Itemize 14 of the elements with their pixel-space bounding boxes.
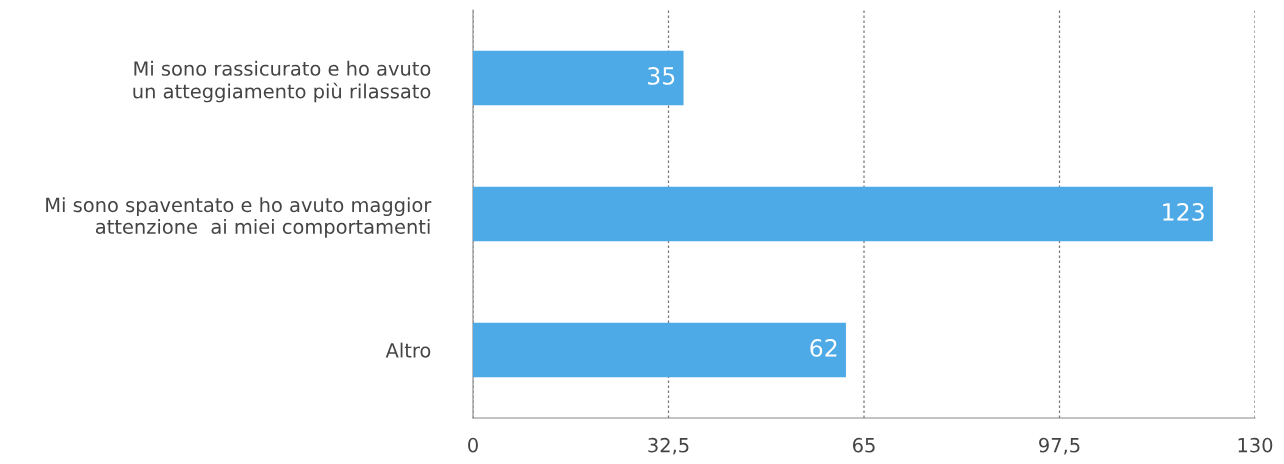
y-tick-label: Altro [385,342,431,358]
bar [473,50,684,106]
x-tick-label: 65 [852,437,875,453]
y-tick-label: Mi sono rassicurato e ho avuto un atteggiamento più rilassato [133,60,431,103]
x-tick-label: 32,5 [648,437,689,455]
x-tick-label: 130 [1238,437,1273,453]
x-tick-label: 97,5 [1039,437,1080,455]
data-label: 35 [648,66,675,85]
data-label: 123 [1163,202,1204,221]
bar [473,322,846,378]
data-label: 62 [810,338,837,357]
x-tick-label: 0 [468,437,478,453]
y-tick-label: Mi sono spaventato e ho avuto maggior attenzione ai miei comportamenti [46,197,432,238]
bar [473,186,1213,242]
